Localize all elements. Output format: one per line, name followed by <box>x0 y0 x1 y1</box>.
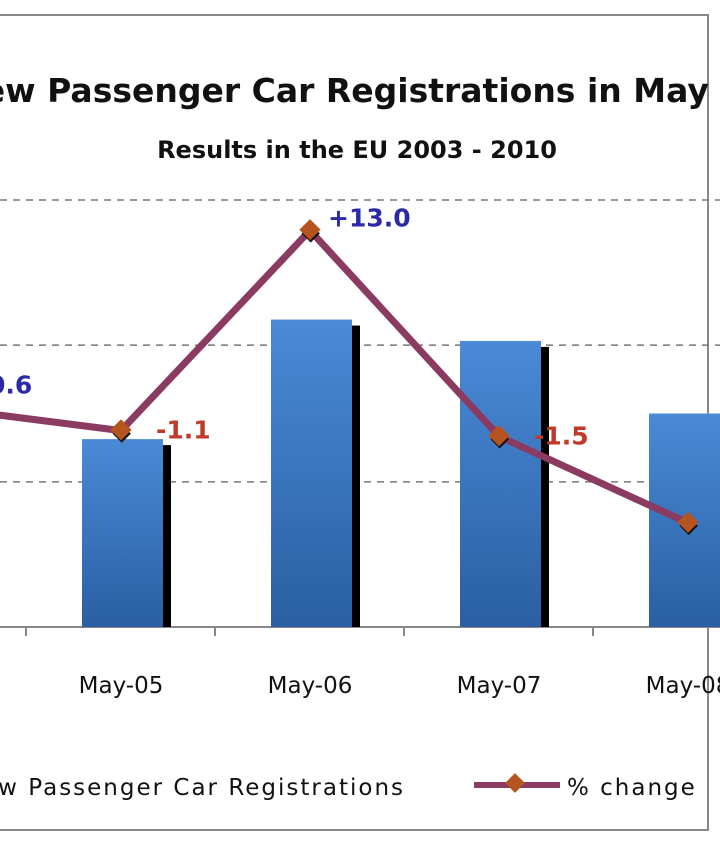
x-tick-label: May-07 <box>457 673 542 699</box>
data-label: -1.1 <box>156 416 211 445</box>
x-tick-label: May-05 <box>79 673 164 699</box>
chart-subtitle: Results in the EU 2003 - 2010 <box>157 136 557 164</box>
line-marker <box>677 511 699 533</box>
legend-label-change: % change <box>567 775 697 801</box>
bar-May-07 <box>460 340 541 627</box>
data-label: -1.5 <box>534 421 589 450</box>
data-label: +0.6 <box>0 370 32 399</box>
chart-title: New Passenger Car Registrations in May <box>0 71 709 110</box>
legend-label-registrations: New Passenger Car Registrations <box>0 775 405 801</box>
x-tick-label: May-06 <box>268 673 353 699</box>
line-marker <box>110 419 132 441</box>
legend-marker-icon <box>505 773 525 793</box>
x-tick-label: May-08 <box>646 673 720 699</box>
bar-May-05 <box>82 439 163 627</box>
legend: New Passenger Car Registrations % change <box>0 773 697 801</box>
bar-May-06 <box>271 319 352 627</box>
data-label: +13.0 <box>328 203 411 232</box>
line-marker <box>488 424 510 447</box>
